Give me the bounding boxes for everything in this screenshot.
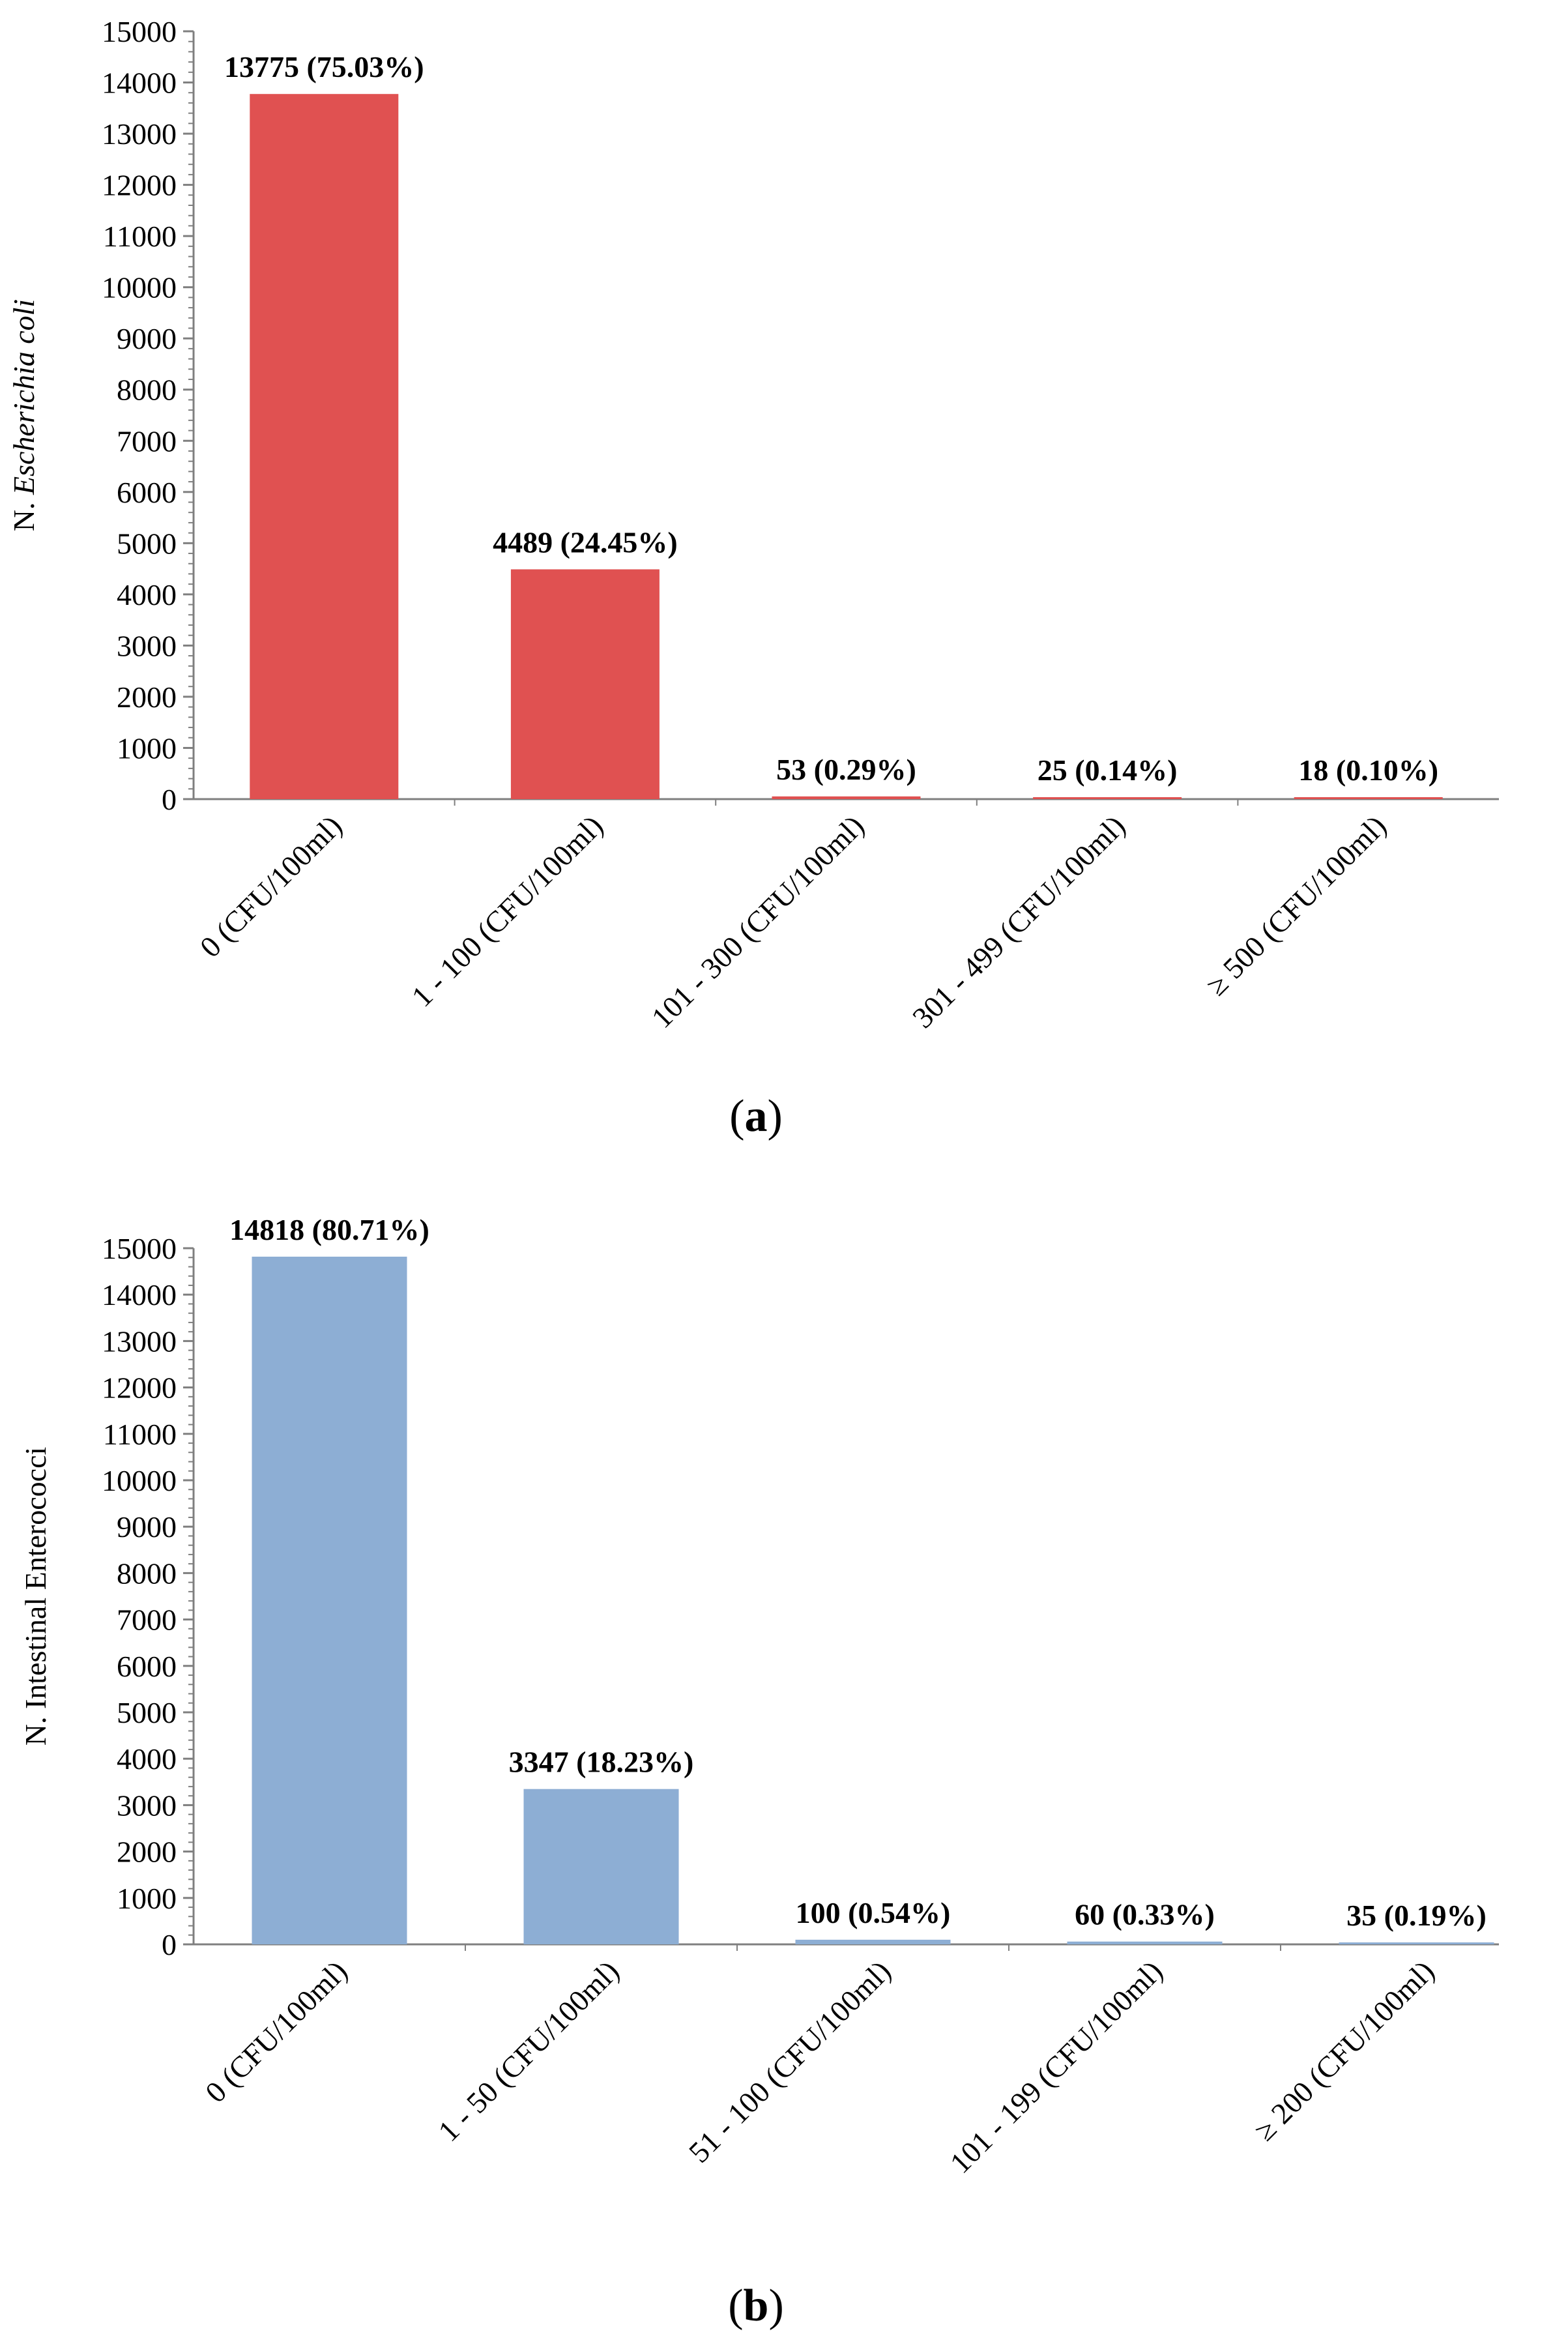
category-label: 1 - 50 (CFU/100ml) [431, 1954, 625, 2148]
y-tick-label: 4000 [117, 1742, 177, 1776]
y-tick-label: 2000 [117, 680, 177, 714]
y-tick-label: 0 [162, 1928, 177, 1961]
data-label: 18 (0.10%) [1298, 753, 1438, 787]
panel-label-close-paren: ) [768, 1091, 783, 1141]
y-tick-label: 3000 [117, 629, 177, 662]
y-tick-label: 8000 [117, 373, 177, 407]
y-axis-title-italic: Escherichia coli [7, 299, 40, 495]
panel-label-letter: b [744, 2281, 769, 2331]
y-tick-label: 6000 [117, 1650, 177, 1683]
y-tick-label: 12000 [102, 1371, 177, 1405]
y-tick-label: 1000 [117, 731, 177, 765]
bar [252, 1256, 407, 1944]
y-tick-label: 4000 [117, 578, 177, 611]
panel-label: (b) [728, 2281, 784, 2331]
data-label: 53 (0.29%) [776, 753, 916, 786]
y-tick-label: 5000 [117, 1696, 177, 1729]
y-tick-label: 1000 [117, 1882, 177, 1915]
bar [523, 1789, 679, 1944]
y-tick-label: 13000 [102, 117, 177, 151]
y-axis-title-prefix: N. Intestinal Enterococci [19, 1447, 52, 1746]
y-tick-label: 3000 [117, 1789, 177, 1822]
panel-label-close-paren: ) [768, 2281, 783, 2331]
y-tick-label: 10000 [102, 1464, 177, 1497]
y-tick-label: 11000 [103, 220, 177, 253]
category-label: 301 - 499 (CFU/100ml) [906, 809, 1131, 1034]
category-label: 101 - 199 (CFU/100ml) [944, 1954, 1169, 2180]
bar [250, 94, 399, 799]
data-label: 35 (0.19%) [1346, 1899, 1487, 1932]
y-tick-label: 12000 [102, 169, 177, 202]
y-tick-label: 2000 [117, 1835, 177, 1869]
data-label: 4489 (24.45%) [493, 525, 678, 559]
y-tick-label: 14000 [102, 1278, 177, 1311]
y-axis-title: N. Intestinal Enterococci [19, 1447, 52, 1746]
bar [1339, 1942, 1494, 1944]
y-tick-label: 6000 [117, 476, 177, 509]
y-tick-label: 15000 [102, 15, 177, 48]
y-tick-label: 5000 [117, 527, 177, 560]
y-axis-title-prefix: N. [7, 495, 40, 531]
panel-label: (a) [729, 1091, 783, 1141]
data-label: 14818 (80.71%) [229, 1213, 429, 1246]
y-tick-label: 7000 [117, 1603, 177, 1637]
bar [1067, 1941, 1223, 1944]
y-tick-label: 9000 [117, 322, 177, 355]
data-label: 100 (0.54%) [796, 1896, 951, 1929]
data-label: 25 (0.14%) [1038, 753, 1178, 787]
y-tick-label: 8000 [117, 1557, 177, 1590]
y-axis-title: N. Escherichia coli [7, 299, 40, 531]
bar [795, 1939, 951, 1944]
data-label: 3347 (18.23%) [509, 1746, 694, 1779]
category-label: 101 - 300 (CFU/100ml) [645, 809, 871, 1034]
panel-label-open-paren: ( [728, 2281, 743, 2331]
panel-b-chart: 0 1000 2000 3000 4000 5000 6000 7000 8000 9000 100… [19, 1213, 1499, 2331]
y-tick-label: 11000 [103, 1418, 177, 1451]
panel-label-open-paren: ( [729, 1091, 744, 1141]
category-label: ≥ 500 (CFU/100ml) [1200, 809, 1393, 1002]
y-tick-label: 10000 [102, 271, 177, 304]
category-label: 1 - 100 (CFU/100ml) [405, 809, 609, 1013]
y-tick-label: 13000 [102, 1324, 177, 1358]
bar [1294, 797, 1443, 799]
y-tick-label: 9000 [117, 1510, 177, 1543]
panel-label-letter: a [745, 1091, 768, 1141]
category-label: 0 (CFU/100ml) [194, 809, 349, 964]
data-label: 13775 (75.03%) [224, 50, 424, 83]
panel-a-chart: 0 1000 2000 3000 4000 5000 6000 7000 8000 9000 100… [7, 15, 1499, 1141]
category-label: ≥ 200 (CFU/100ml) [1247, 1954, 1440, 2147]
y-tick-label: 15000 [102, 1232, 177, 1265]
category-label: 51 - 100 (CFU/100ml) [682, 1954, 897, 2169]
category-label: 0 (CFU/100ml) [199, 1954, 354, 2109]
data-label: 60 (0.33%) [1075, 1898, 1215, 1931]
bar [510, 569, 660, 799]
y-tick-label: 0 [162, 783, 177, 816]
y-tick-label: 7000 [117, 424, 177, 458]
y-tick-label: 14000 [102, 66, 177, 100]
bar [1033, 797, 1182, 799]
bar [772, 796, 921, 799]
